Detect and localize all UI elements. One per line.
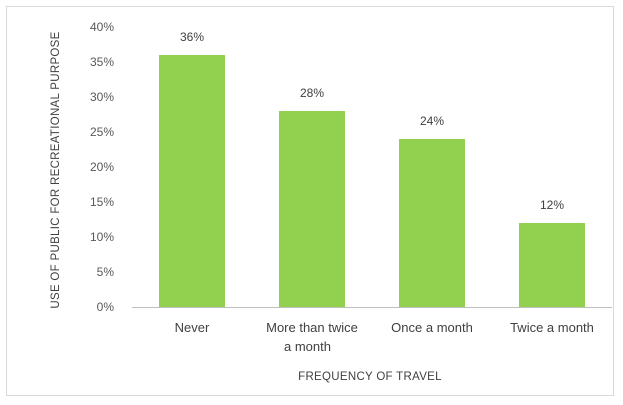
x-axis-title: FREQUENCY OF TRAVEL	[298, 371, 442, 383]
y-tick-label: 40%	[90, 20, 114, 34]
y-tick-label: 20%	[90, 160, 114, 174]
data-label: 36%	[180, 30, 204, 44]
y-tick-label: 35%	[90, 55, 114, 69]
y-tick-label: 25%	[90, 125, 114, 139]
bar	[399, 139, 465, 307]
category-labels: Never More than twice a month Once a month T…	[175, 320, 594, 354]
data-label: 12%	[540, 198, 564, 212]
y-tick-label: 5%	[97, 265, 115, 279]
y-tick-label: 0%	[97, 300, 115, 314]
category-label: Twice a month	[510, 320, 594, 335]
y-tick-label: 15%	[90, 195, 114, 209]
category-label: a month	[284, 339, 331, 354]
bars	[159, 55, 585, 307]
category-label: Once a month	[391, 320, 473, 335]
bar	[159, 55, 225, 307]
bar	[519, 223, 585, 307]
data-labels: 36% 28% 24% 12%	[180, 30, 564, 212]
category-label: More than twice	[266, 320, 358, 335]
category-label: Never	[175, 320, 210, 335]
data-label: 28%	[300, 86, 324, 100]
data-label: 24%	[420, 114, 444, 128]
y-tick-label: 30%	[90, 90, 114, 104]
y-axis-ticks: 0% 5% 10% 15% 20% 25% 30% 35% 40%	[90, 20, 114, 314]
y-tick-label: 10%	[90, 230, 114, 244]
bar	[279, 111, 345, 307]
y-axis-title: USE OF PUBLIC FOR RECREATIONAL PURPOSE	[50, 31, 62, 308]
